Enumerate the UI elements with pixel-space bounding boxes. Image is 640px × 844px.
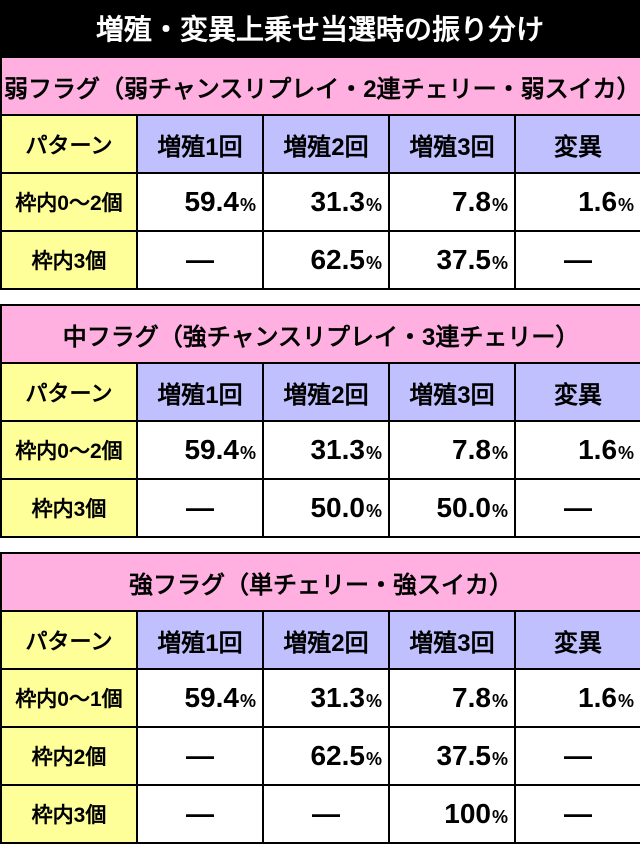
column-header: 増殖3回 xyxy=(389,115,515,173)
column-header: 増殖3回 xyxy=(389,611,515,669)
row-header: 枠内3個 xyxy=(1,785,137,843)
section-gap xyxy=(0,290,640,304)
table-row: 枠内3個―50.0%50.0%― xyxy=(1,479,640,537)
column-header: 増殖3回 xyxy=(389,363,515,421)
column-header: 変異 xyxy=(515,115,640,173)
data-cell: 100% xyxy=(389,785,515,843)
data-cell: 31.3% xyxy=(263,173,389,231)
data-cell: ― xyxy=(515,231,640,289)
column-header: 増殖1回 xyxy=(137,363,263,421)
data-cell: 31.3% xyxy=(263,421,389,479)
column-header: 増殖2回 xyxy=(263,363,389,421)
data-cell: 7.8% xyxy=(389,421,515,479)
section-table: 中フラグ（強チャンスリプレイ・3連チェリー）パターン増殖1回増殖2回増殖3回変異… xyxy=(0,304,640,538)
data-cell: 59.4% xyxy=(137,421,263,479)
data-cell: ― xyxy=(137,479,263,537)
column-header: 増殖2回 xyxy=(263,611,389,669)
data-cell: 37.5% xyxy=(389,231,515,289)
row-header: 枠内0～2個 xyxy=(1,421,137,479)
row-header: 枠内2個 xyxy=(1,727,137,785)
data-cell: 50.0% xyxy=(263,479,389,537)
data-cell: 59.4% xyxy=(137,669,263,727)
data-cell: 1.6% xyxy=(515,173,640,231)
section-header: 弱フラグ（弱チャンスリプレイ・2連チェリー・弱スイカ） xyxy=(1,57,640,115)
section-table: 弱フラグ（弱チャンスリプレイ・2連チェリー・弱スイカ）パターン増殖1回増殖2回増… xyxy=(0,56,640,290)
tables-container: 弱フラグ（弱チャンスリプレイ・2連チェリー・弱スイカ）パターン増殖1回増殖2回増… xyxy=(0,56,640,844)
page-title: 増殖・変異上乗せ当選時の振り分け xyxy=(0,0,640,56)
table-row: 枠内3個――100%― xyxy=(1,785,640,843)
data-cell: ― xyxy=(137,231,263,289)
data-cell: 62.5% xyxy=(263,727,389,785)
data-cell: ― xyxy=(263,785,389,843)
pattern-header: パターン xyxy=(1,115,137,173)
row-header: 枠内3個 xyxy=(1,231,137,289)
table-row: 枠内0～2個59.4%31.3%7.8%1.6% xyxy=(1,173,640,231)
data-cell: 59.4% xyxy=(137,173,263,231)
section-table: 強フラグ（単チェリー・強スイカ）パターン増殖1回増殖2回増殖3回変異枠内0～1個… xyxy=(0,552,640,844)
data-cell: ― xyxy=(137,727,263,785)
pattern-header: パターン xyxy=(1,363,137,421)
column-header: 変異 xyxy=(515,611,640,669)
data-cell: ― xyxy=(515,479,640,537)
column-header: 増殖2回 xyxy=(263,115,389,173)
data-cell: 1.6% xyxy=(515,669,640,727)
column-header: 変異 xyxy=(515,363,640,421)
data-cell: 1.6% xyxy=(515,421,640,479)
pattern-header: パターン xyxy=(1,611,137,669)
data-cell: 50.0% xyxy=(389,479,515,537)
section-header: 中フラグ（強チャンスリプレイ・3連チェリー） xyxy=(1,305,640,363)
table-row: 枠内0～1個59.4%31.3%7.8%1.6% xyxy=(1,669,640,727)
data-cell: 7.8% xyxy=(389,173,515,231)
data-cell: 7.8% xyxy=(389,669,515,727)
data-cell: ― xyxy=(515,785,640,843)
data-cell: ― xyxy=(515,727,640,785)
table-row: 枠内2個―62.5%37.5%― xyxy=(1,727,640,785)
section-header: 強フラグ（単チェリー・強スイカ） xyxy=(1,553,640,611)
section-gap xyxy=(0,538,640,552)
column-header: 増殖1回 xyxy=(137,115,263,173)
row-header: 枠内0～1個 xyxy=(1,669,137,727)
table-row: 枠内0～2個59.4%31.3%7.8%1.6% xyxy=(1,421,640,479)
data-cell: ― xyxy=(137,785,263,843)
data-cell: 62.5% xyxy=(263,231,389,289)
data-cell: 37.5% xyxy=(389,727,515,785)
row-header: 枠内3個 xyxy=(1,479,137,537)
row-header: 枠内0～2個 xyxy=(1,173,137,231)
table-row: 枠内3個―62.5%37.5%― xyxy=(1,231,640,289)
data-cell: 31.3% xyxy=(263,669,389,727)
column-header: 増殖1回 xyxy=(137,611,263,669)
